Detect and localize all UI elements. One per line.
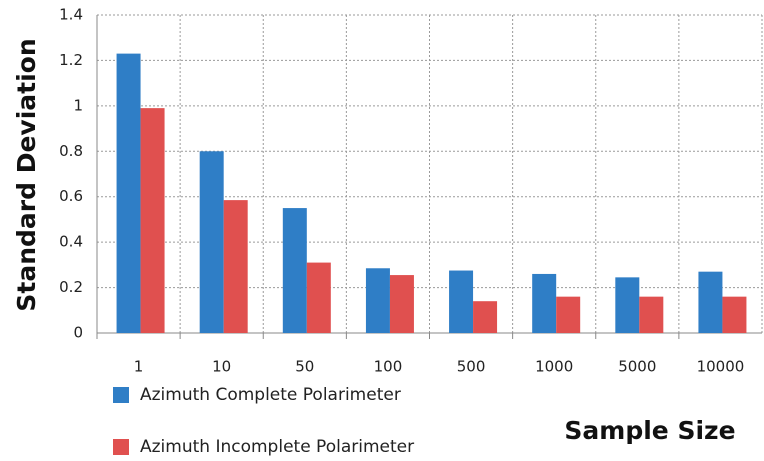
bar (722, 296, 747, 333)
bar (615, 277, 640, 333)
legend-label: Azimuth Complete Polarimeter (140, 385, 401, 405)
y-tick-label: 0.4 (59, 233, 83, 251)
y-tick-label: 0.6 (59, 187, 83, 205)
legend-swatch (113, 387, 129, 403)
y-tick-label: 0.2 (59, 278, 83, 296)
legend-swatch (113, 439, 129, 455)
bar (365, 268, 390, 333)
bar (389, 275, 414, 333)
x-tick-label: 10 (212, 358, 231, 376)
x-tick-label: 10000 (697, 358, 745, 376)
bar (473, 301, 498, 333)
bar (639, 296, 664, 333)
y-tick-label: 0.8 (59, 142, 83, 160)
x-tick-label: 500 (457, 358, 486, 376)
bar (449, 270, 474, 333)
x-tick-label: 100 (374, 358, 403, 376)
bar (282, 208, 307, 333)
legend-label: Azimuth Incomplete Polarimeter (140, 437, 414, 457)
bar (140, 108, 165, 333)
y-tick-label: 0 (73, 324, 83, 342)
y-axis-label: Standard Deviation (12, 38, 41, 311)
y-tick-label: 1.2 (59, 51, 83, 69)
bar (223, 200, 248, 333)
bar (116, 53, 141, 333)
x-tick-label: 1 (134, 358, 144, 376)
bar (199, 151, 224, 333)
y-tick-label: 1 (73, 96, 83, 114)
x-axis-label: Sample Size (564, 416, 735, 445)
bar (698, 271, 723, 333)
x-tick-label: 5000 (618, 358, 656, 376)
bar (306, 262, 331, 333)
y-tick-label: 1.4 (59, 6, 83, 24)
bar (556, 296, 581, 333)
x-tick-label: 1000 (535, 358, 573, 376)
bar (532, 273, 557, 333)
x-tick-label: 50 (295, 358, 314, 376)
